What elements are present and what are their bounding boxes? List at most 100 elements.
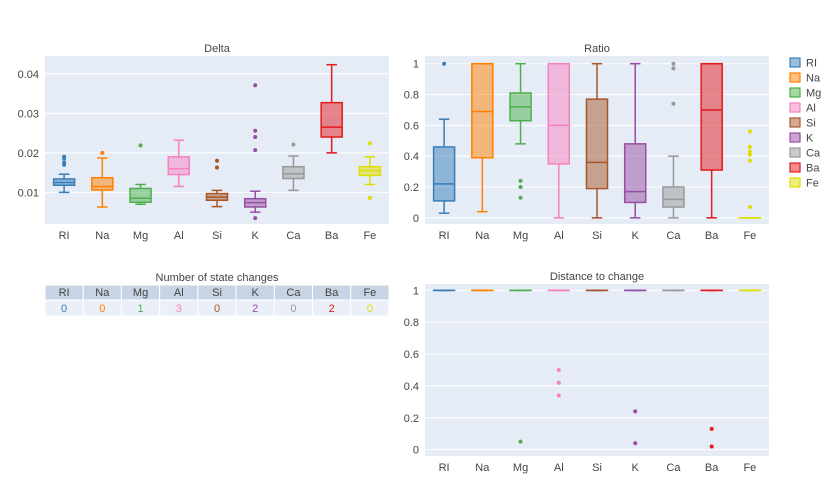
delta-ytick-label: 0.01 (18, 187, 39, 199)
delta-ytick-label: 0.04 (18, 69, 39, 81)
distance-ytick-label: 0.6 (404, 349, 419, 361)
ratio-box-mg (509, 62, 532, 200)
delta-ytick-label: 0.02 (18, 148, 39, 160)
delta-box-mg (129, 143, 152, 205)
legend-swatch (789, 132, 801, 143)
legend-swatch (789, 87, 801, 98)
ratio-box-ca (662, 61, 685, 219)
outlier-point (367, 141, 372, 146)
table-value-label: 1 (137, 303, 143, 315)
box-iqr (432, 146, 456, 202)
outlier-point (138, 143, 143, 148)
state-changes-title: Number of state changes (156, 272, 279, 284)
outlier-point (215, 158, 219, 163)
distance-xtick-label: RI (439, 462, 450, 474)
delta-box-na (91, 150, 114, 208)
legend-swatch (789, 102, 801, 113)
outlier-point (747, 144, 752, 149)
ratio-xtick-label: Al (554, 230, 564, 242)
legend-label: Ba (806, 163, 820, 175)
ratio-box-ri (432, 61, 456, 214)
legend-swatch (789, 72, 801, 83)
delta-xtick-label: K (252, 230, 260, 242)
distance-xtick-label: Na (475, 462, 490, 474)
outlier-point (253, 128, 258, 133)
outlier-point (556, 380, 561, 385)
ratio-ytick-label: 0.4 (404, 151, 419, 163)
outlier-point (747, 149, 752, 154)
outlier-point (518, 185, 523, 190)
table-value-label: 0 (61, 303, 67, 315)
table-value-label: 0 (99, 303, 105, 315)
table-value-label: 0 (367, 303, 373, 315)
outlier-point (518, 439, 523, 444)
delta-box-al (167, 139, 191, 188)
ratio-xtick-label: RI (439, 230, 450, 242)
table-header-label: Ba (325, 287, 339, 299)
distance-box-al (547, 289, 571, 398)
box-iqr (167, 156, 191, 176)
panel-ratio: 0 0.2 0.4 0.6 0.8 1 Ratio RI Na Mg Al Si K Ca Ba Fe (404, 43, 769, 242)
distance-xtick-label: Fe (743, 462, 756, 474)
ratio-xtick-label: Ba (705, 230, 719, 242)
outlier-point (747, 205, 752, 210)
table-value-label: 2 (252, 303, 258, 315)
delta-xtick-label: RI (59, 230, 70, 242)
delta-box-ba (320, 63, 343, 154)
delta-xtick-label: Mg (133, 230, 148, 242)
box-iqr (585, 98, 609, 190)
outlier-point (367, 195, 372, 200)
distance-xtick-label: Ba (705, 462, 719, 474)
legend-swatch (789, 117, 801, 128)
outlier-point (747, 152, 752, 157)
outlier-point (633, 409, 638, 414)
outlier-point (747, 158, 752, 163)
legend-label: Al (806, 103, 816, 115)
table-value-label: 0 (214, 303, 220, 315)
box-iqr (471, 62, 494, 159)
legend-label: RI (806, 58, 817, 70)
outlier-point (100, 150, 105, 155)
legend-swatch (789, 57, 801, 68)
outlier-point (518, 195, 523, 200)
ratio-ytick-label: 0.2 (404, 182, 419, 194)
ratio-xtick-label: Fe (743, 230, 756, 242)
distance-box-mg (509, 289, 532, 444)
legend-swatch (789, 147, 801, 158)
legend: RI Na Mg Al Si K Ca Ba Fe (789, 57, 821, 190)
delta-box-ri (52, 154, 76, 194)
table-header-label: K (252, 287, 260, 299)
panel-state-changes-table: Number of state changes RI 0 Na 0 Mg 1 Al 3 Si 0 K 2… (44, 272, 390, 317)
table-header-label: RI (59, 287, 70, 299)
delta-xtick-label: Fe (363, 230, 376, 242)
table-header-label: Ca (286, 287, 301, 299)
table-header-label: Fe (363, 287, 376, 299)
legend-label: Ca (806, 148, 821, 160)
outlier-point (747, 129, 752, 134)
table-header-label: Na (95, 287, 110, 299)
table-value-label: 3 (176, 303, 182, 315)
ratio-box-na (471, 62, 494, 213)
delta-xtick-label: Na (95, 230, 110, 242)
outlier-point (556, 368, 561, 372)
outlier-point (709, 444, 714, 449)
ratio-box-ba (700, 62, 723, 219)
outlier-point (671, 66, 676, 71)
outlier-point (62, 160, 67, 165)
box-iqr (320, 101, 343, 138)
box-iqr (282, 165, 305, 180)
distance-title: Distance to change (550, 271, 644, 283)
ratio-ytick-label: 0.8 (404, 90, 419, 102)
outlier-point (556, 393, 561, 398)
ratio-xtick-label: K (632, 230, 640, 242)
delta-xtick-label: Ba (325, 230, 339, 242)
distance-ytick-label: 0.4 (404, 381, 419, 393)
distance-box-k (623, 289, 647, 446)
legend-label: Si (806, 118, 816, 130)
ratio-xtick-label: Ca (666, 230, 681, 242)
legend-swatch (789, 177, 801, 188)
table-value-cell (350, 299, 390, 317)
legend-label: Na (806, 73, 821, 85)
legend-label: Fe (806, 178, 819, 190)
outlier-point (709, 426, 714, 431)
